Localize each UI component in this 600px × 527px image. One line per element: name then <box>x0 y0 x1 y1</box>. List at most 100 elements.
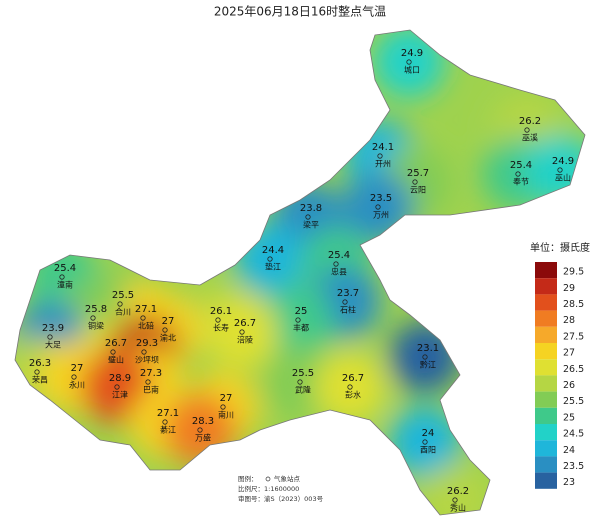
station-value: 26.2 <box>447 486 469 497</box>
station-name: 大足 <box>45 340 61 350</box>
station-value: 24.4 <box>262 245 284 256</box>
station-name: 江津 <box>112 390 128 400</box>
station-value: 25.4 <box>510 160 532 171</box>
footer-scale: 比例尺：1:1600000 <box>238 484 299 493</box>
station-marker <box>34 369 40 375</box>
footer-approval: 审图号：渝S（2023）003号 <box>238 494 324 503</box>
station-value: 25.8 <box>85 304 107 315</box>
station-name: 荣昌 <box>32 375 48 385</box>
legend-label: 23.5 <box>563 461 584 472</box>
station-marker <box>71 374 77 380</box>
station-marker <box>333 261 339 267</box>
station-value: 25 <box>295 306 308 317</box>
station-value: 24 <box>422 428 435 439</box>
station-value: 24.9 <box>401 48 423 59</box>
station-value: 29.3 <box>136 338 158 349</box>
station-marker <box>267 256 273 262</box>
heat-blob <box>373 30 445 98</box>
station-marker <box>114 384 120 390</box>
station-value: 23.9 <box>42 323 64 334</box>
legend-label: 29 <box>563 283 575 294</box>
station-value: 23.1 <box>417 343 439 354</box>
station-marker <box>197 427 203 433</box>
station-value: 23.7 <box>337 288 359 299</box>
station-value: 27 <box>71 363 84 374</box>
station-value: 27 <box>162 316 175 327</box>
heat-blob <box>389 406 461 478</box>
station-name: 巴南 <box>143 385 159 395</box>
station-name: 长寿 <box>213 323 229 333</box>
station-name: 秀山 <box>450 503 466 513</box>
station-name: 黔江 <box>420 360 436 370</box>
station-value: 25.4 <box>328 250 350 261</box>
station-name: 万州 <box>373 211 389 220</box>
station-marker <box>375 204 381 210</box>
station-marker <box>297 379 303 385</box>
legend-swatch <box>535 359 557 376</box>
legend-label: 23 <box>563 477 575 488</box>
station-marker <box>515 171 521 177</box>
station-name: 垫江 <box>265 262 281 272</box>
station-marker <box>295 317 301 323</box>
station-marker <box>162 419 168 425</box>
legend-label: 26 <box>563 380 575 391</box>
station-value: 25.4 <box>54 263 76 274</box>
station-name: 忠县 <box>331 268 347 277</box>
station-value: 25.5 <box>112 290 134 301</box>
station-value: 27.1 <box>157 408 179 419</box>
station-value: 27.1 <box>135 304 157 315</box>
station-marker <box>305 214 311 220</box>
station-value: 24.1 <box>372 142 394 153</box>
station-name: 梁平 <box>303 221 319 230</box>
station-value: 26.2 <box>519 116 541 127</box>
station-name: 南川 <box>218 410 234 420</box>
station-value: 23.8 <box>300 203 322 214</box>
station-name: 涪陵 <box>237 335 253 345</box>
station-name: 城口 <box>404 66 420 75</box>
legend-swatch <box>535 424 557 441</box>
legend-swatch <box>535 472 557 489</box>
stations: 24.9 城口 26.2 巫溪 24.1 开州 25.7 云阳 25.4 奉节 24.9 巫山 23.5… <box>29 48 574 513</box>
footer-station-icon <box>265 476 271 482</box>
station-marker <box>110 349 116 355</box>
heat-blob <box>262 284 334 356</box>
station-name: 巫溪 <box>522 133 538 143</box>
station-value: 28.9 <box>109 373 131 384</box>
legend-swatch <box>535 343 557 360</box>
heat-blob <box>206 296 278 368</box>
station-name: 武隆 <box>295 385 311 395</box>
station-marker <box>140 315 146 321</box>
station-value: 26.7 <box>105 338 127 349</box>
legend-label: 27 <box>563 348 575 359</box>
station-name: 丰都 <box>293 323 309 333</box>
station-name: 永川 <box>69 380 85 390</box>
station-name: 綦江 <box>160 425 176 435</box>
legend-swatch <box>535 278 557 295</box>
legend-title: 单位：摄氏度 <box>530 241 590 254</box>
station-value: 26.3 <box>29 358 51 369</box>
station-value: 28.3 <box>192 416 214 427</box>
legend-swatch <box>535 407 557 424</box>
station-value: 25.7 <box>407 168 429 179</box>
station-value: 27 <box>220 393 233 404</box>
station-name: 奉节 <box>513 177 529 187</box>
station-marker <box>162 327 168 333</box>
footer: 图例： 气象站点 比例尺：1:1600000 审图号：渝S（2023）003号 <box>238 474 324 503</box>
station-name: 合川 <box>115 307 131 317</box>
station-name: 潼南 <box>57 280 73 290</box>
station-marker <box>452 497 458 503</box>
station-value: 26.7 <box>234 318 256 329</box>
station-marker <box>239 329 245 335</box>
station-marker <box>524 127 530 133</box>
legend-swatch <box>535 440 557 457</box>
station-marker <box>215 317 221 323</box>
station-name: 巫山 <box>555 173 571 183</box>
legend-label: 24 <box>563 445 575 456</box>
station-marker <box>377 153 383 159</box>
station-marker <box>117 301 123 307</box>
legend-label: 25 <box>563 412 575 423</box>
station-marker <box>141 349 147 355</box>
station-marker <box>422 354 428 360</box>
